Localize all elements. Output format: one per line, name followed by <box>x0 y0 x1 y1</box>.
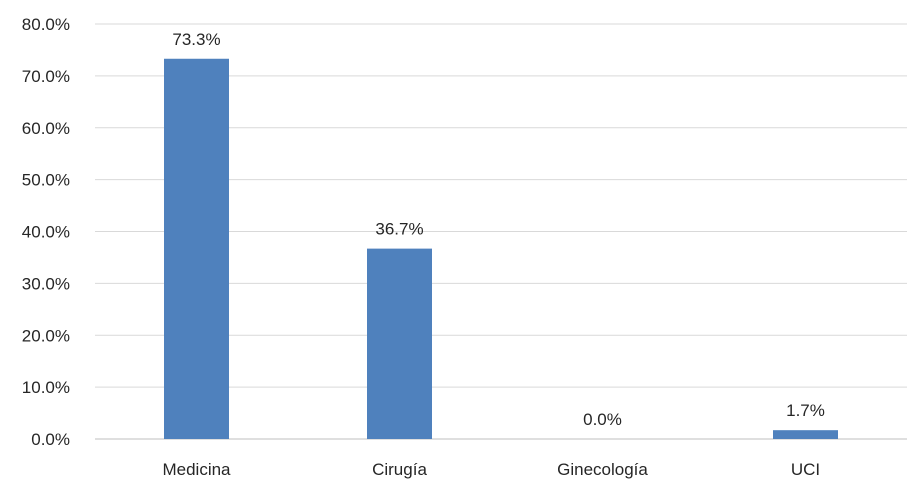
y-tick-label: 40.0% <box>22 223 70 242</box>
x-category-label: Ginecología <box>557 460 648 479</box>
y-tick-label: 30.0% <box>22 274 70 293</box>
data-labels: 73.3% 36.7% 0.0% 1.7% <box>172 30 824 429</box>
y-axis-tick-labels: 0.0% 10.0% 20.0% 30.0% 40.0% 50.0% 60.0% 70.0% 8… <box>22 15 70 449</box>
y-tick-label: 60.0% <box>22 119 70 138</box>
bar <box>773 430 838 439</box>
x-category-label: Cirugía <box>372 460 427 479</box>
data-label: 1.7% <box>786 401 825 420</box>
x-category-label: UCI <box>791 460 820 479</box>
gridlines <box>95 23 907 440</box>
bar <box>367 248 432 439</box>
y-tick-label: 80.0% <box>22 15 70 34</box>
x-category-label: Medicina <box>162 460 231 479</box>
data-label: 73.3% <box>172 30 220 49</box>
y-tick-label: 50.0% <box>22 171 70 190</box>
y-tick-label: 10.0% <box>22 378 70 397</box>
bars <box>164 58 838 439</box>
y-tick-label: 70.0% <box>22 67 70 86</box>
y-tick-label: 20.0% <box>22 326 70 345</box>
bar <box>164 58 229 439</box>
y-tick-label: 0.0% <box>31 430 70 449</box>
data-label: 36.7% <box>375 220 423 239</box>
data-label: 0.0% <box>583 410 622 429</box>
x-axis-category-labels: Medicina Cirugía Ginecología UCI <box>162 460 820 479</box>
